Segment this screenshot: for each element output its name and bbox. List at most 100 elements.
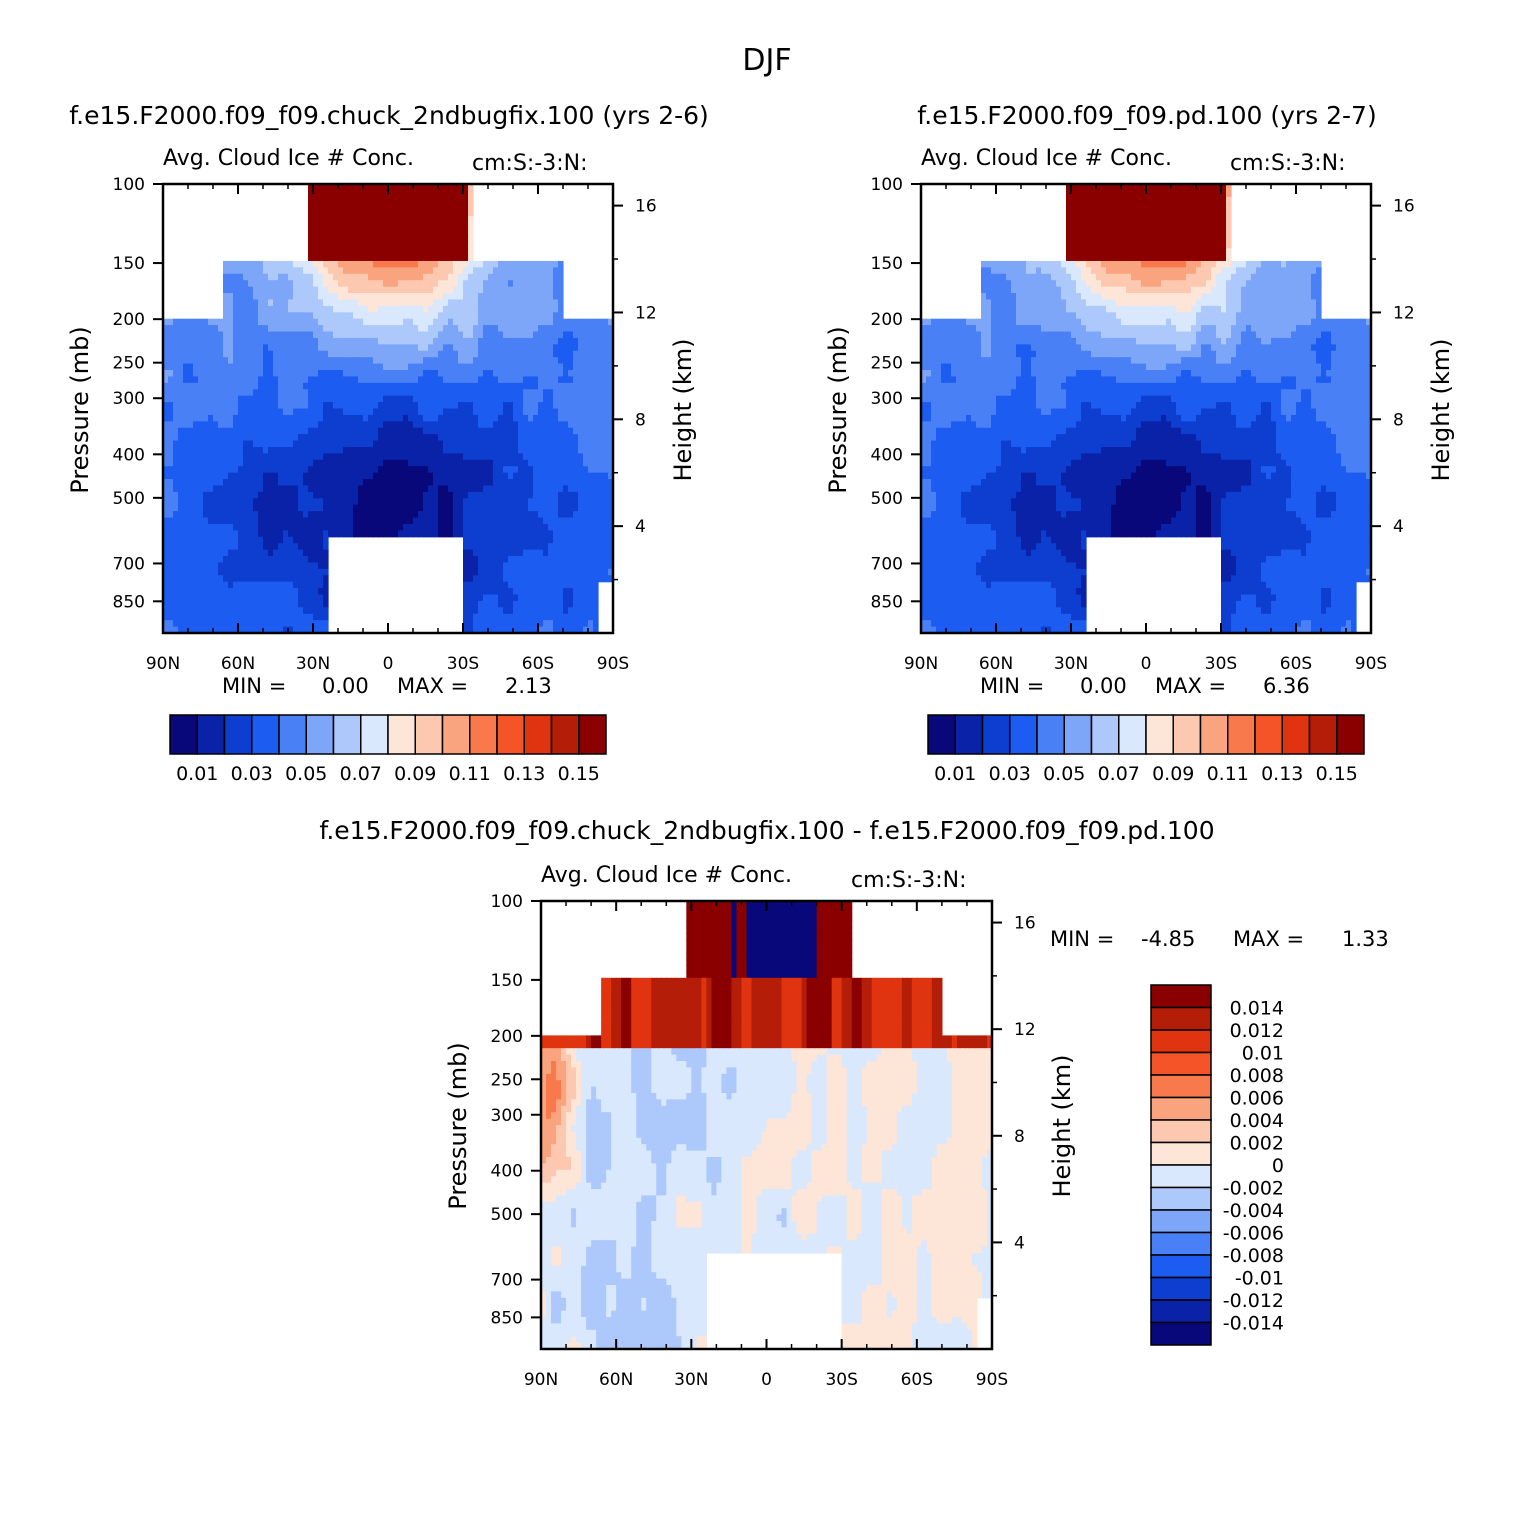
contour-cell [298, 472, 304, 480]
contour-cell [343, 325, 349, 333]
contour-cell [283, 620, 289, 628]
contour-cell [293, 331, 299, 339]
contour-cell [543, 293, 549, 301]
contour-cell [268, 536, 274, 544]
contour-cell [318, 350, 324, 358]
contour-cell [358, 209, 364, 217]
contour-cell [258, 607, 264, 615]
contour-cell [248, 260, 254, 268]
contour-cell [393, 472, 399, 480]
contour-cell [358, 408, 364, 416]
contour-cell [438, 209, 444, 217]
contour-cell [228, 312, 234, 320]
contour-cell [443, 395, 449, 403]
contour-cell [438, 498, 444, 506]
contour-cell [463, 273, 469, 281]
contour-cell [453, 305, 459, 313]
contour-cell [238, 530, 244, 538]
contour-cell [188, 370, 194, 378]
contour-cell [243, 370, 249, 378]
contour-cell [608, 459, 613, 467]
contour-cell [473, 312, 479, 320]
contour-cell [608, 337, 613, 345]
contour-cell [538, 363, 544, 371]
contour-cell [593, 613, 599, 621]
contour-cell [183, 543, 189, 551]
contour-cell [293, 273, 299, 281]
contour-cell [603, 421, 609, 429]
contour-cell [353, 402, 359, 410]
contour-cell [538, 260, 544, 268]
contour-cell [298, 588, 304, 596]
contour-cell [318, 556, 324, 564]
contour-cell [213, 479, 219, 487]
contour-cell [563, 472, 569, 480]
contour-cell [368, 209, 374, 217]
contour-cell [168, 620, 174, 628]
contour-cell [558, 286, 564, 294]
contour-cell [348, 511, 354, 519]
contour-cell [183, 479, 189, 487]
contour-cell [298, 523, 304, 531]
contour-cell [543, 511, 549, 519]
contour-cell [433, 376, 439, 384]
contour-cell [383, 440, 389, 448]
contour-cell [388, 209, 394, 217]
contour-cell [533, 472, 539, 480]
contour-cell [313, 357, 319, 365]
contour-cell [313, 318, 319, 326]
contour-cell [203, 395, 209, 403]
contour-cell [238, 357, 244, 365]
contour-cell [568, 376, 574, 384]
contour-cell [583, 568, 589, 576]
contour-cell [278, 536, 284, 544]
figure-title: DJF [742, 43, 791, 78]
contour-cell [348, 216, 354, 224]
contour-cell [313, 402, 319, 410]
contour-cell [173, 427, 179, 435]
contour-cell [333, 472, 339, 480]
contour-cell [198, 382, 204, 390]
contour-cell [598, 536, 604, 544]
contour-cell [308, 222, 314, 230]
contour-cell [243, 620, 249, 628]
contour-cell [448, 389, 454, 397]
contour-cell [458, 344, 464, 352]
contour-cell [273, 446, 279, 454]
contour-cell [358, 382, 364, 390]
contour-cell [413, 363, 419, 371]
contour-cell [393, 466, 399, 474]
contour-cell [233, 286, 239, 294]
contour-cell [453, 267, 459, 275]
contour-cell [268, 517, 274, 525]
contour-cell [263, 344, 269, 352]
contour-cell [463, 376, 469, 384]
contour-cell [278, 293, 284, 301]
contour-cell [308, 517, 314, 525]
contour-cell [373, 446, 379, 454]
contour-cell [323, 594, 329, 602]
contour-cell [563, 498, 569, 506]
contour-cell [448, 280, 454, 288]
contour-cell [548, 389, 554, 397]
contour-cell [208, 421, 214, 429]
contour-cell [338, 337, 344, 345]
contour-cell [458, 446, 464, 454]
contour-cell [428, 511, 434, 519]
contour-cell [498, 312, 504, 320]
contour-cell [393, 337, 399, 345]
contour-cell [498, 299, 504, 307]
contour-cell [423, 286, 429, 294]
contour-cell [278, 549, 284, 557]
contour-cell [403, 260, 409, 268]
contour-cell [533, 337, 539, 345]
contour-cell [233, 363, 239, 371]
contour-cell [243, 357, 249, 365]
contour-cell [258, 260, 264, 268]
contour-cell [288, 408, 294, 416]
contour-cell [378, 241, 384, 249]
contour-cell [363, 248, 369, 256]
contour-cell [563, 517, 569, 525]
contour-cell [483, 479, 489, 487]
contour-cell [493, 588, 499, 596]
